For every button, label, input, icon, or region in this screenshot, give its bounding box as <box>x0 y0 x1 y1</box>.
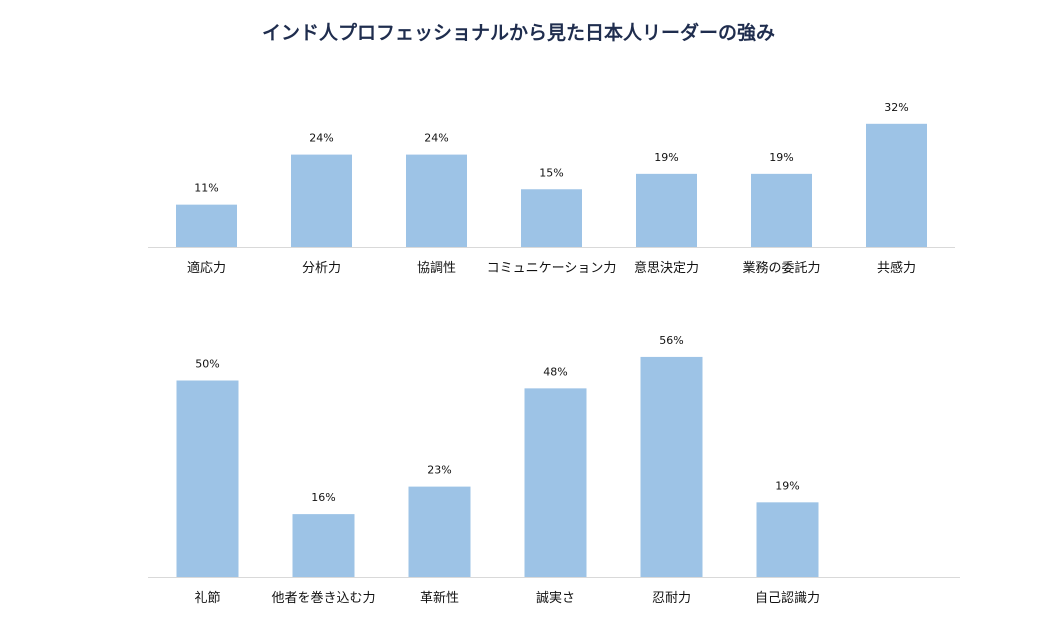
category-label: 適応力 <box>187 260 226 276</box>
category-label: 誠実さ <box>536 590 575 606</box>
bar-1-7 <box>866 123 927 247</box>
chart-panel-1: 11% 適応力 24% 分析力 24% 協調性 15% コミュニケーション力 19% 意思決定力 1… <box>148 101 955 276</box>
category-label: 礼節 <box>194 590 220 606</box>
data-label: 50% <box>195 358 219 371</box>
category-label: 共感力 <box>877 260 916 276</box>
category-label: 業務の委託力 <box>742 260 820 276</box>
chart-panel-2: 50% 礼節 16% 他者を巻き込む力 23% 革新性 48% 誠実さ 56% 忍耐力 19% 自己認… <box>148 334 960 606</box>
data-label: 48% <box>543 365 567 378</box>
category-label: 協調性 <box>417 261 456 276</box>
category-label: コミュニケーション力 <box>487 261 617 276</box>
category-label: 忍耐力 <box>652 591 691 606</box>
data-label: 19% <box>775 479 799 492</box>
bar-2-5 <box>640 356 703 577</box>
bar-1-6 <box>751 173 812 247</box>
chart-title: インド人プロフェッショナルから見た日本人リーダーの強み <box>261 22 775 44</box>
bar-2-3 <box>408 486 471 577</box>
category-label: 他者を巻き込む力 <box>271 591 375 606</box>
category-label: 自己認識力 <box>755 590 820 606</box>
bar-2-1 <box>176 380 239 577</box>
bar-1-2 <box>291 154 352 247</box>
category-label: 意思決定力 <box>634 260 699 276</box>
bar-1-5 <box>636 173 697 247</box>
category-label: 革新性 <box>420 590 459 606</box>
data-label: 24% <box>309 132 333 145</box>
bar-2-2 <box>292 514 355 577</box>
data-label: 56% <box>659 334 683 347</box>
bar-1-3 <box>406 154 467 247</box>
data-label: 16% <box>311 491 335 504</box>
data-label: 19% <box>654 151 678 164</box>
data-label: 11% <box>194 182 218 195</box>
data-label: 19% <box>769 151 793 164</box>
bar-2-6 <box>756 502 819 577</box>
data-label: 32% <box>884 101 908 114</box>
bar-2-4 <box>524 388 587 577</box>
category-label: 分析力 <box>302 261 341 276</box>
bar-1-4 <box>521 189 582 247</box>
data-label: 24% <box>424 132 448 145</box>
data-label: 15% <box>539 166 563 179</box>
data-label: 23% <box>427 464 451 477</box>
bar-1-1 <box>176 204 237 247</box>
